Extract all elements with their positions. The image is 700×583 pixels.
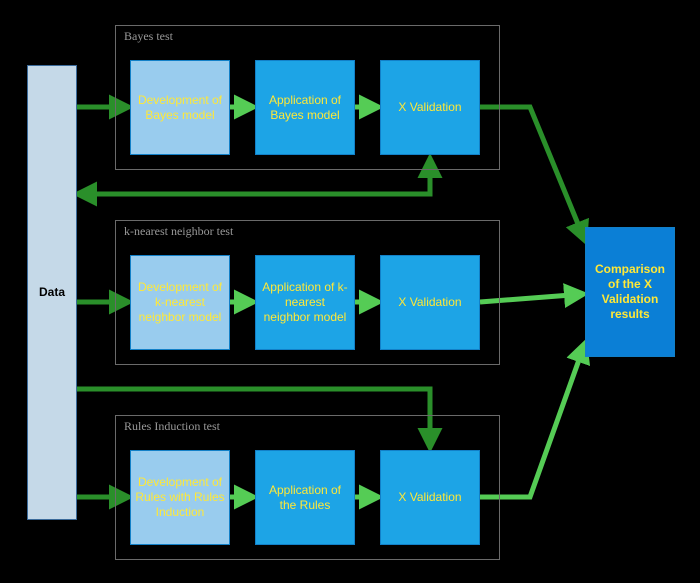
- comparison-box: Comparison of the X Validation results: [585, 227, 675, 357]
- rules-dev-node: Development of Rules with Rules Inductio…: [130, 450, 230, 545]
- bayes-app-label: Application of Bayes model: [260, 93, 350, 123]
- rules-val-node: X Validation: [380, 450, 480, 545]
- rules-app-node: Application of the Rules: [255, 450, 355, 545]
- rules-app-label: Application of the Rules: [260, 483, 350, 513]
- bayes-dev-node: Development of Bayes model: [130, 60, 230, 155]
- rules-val-label: X Validation: [398, 490, 461, 505]
- data-source-box: Data: [27, 65, 77, 520]
- knn-val-node: X Validation: [380, 255, 480, 350]
- knn-dev-node: Development of k-nearest neighbor model: [130, 255, 230, 350]
- bayes-dev-label: Development of Bayes model: [135, 93, 225, 123]
- bayes-val-node: X Validation: [380, 60, 480, 155]
- bayes-app-node: Application of Bayes model: [255, 60, 355, 155]
- section-title: Bayes test: [124, 29, 173, 44]
- knn-dev-label: Development of k-nearest neighbor model: [135, 280, 225, 325]
- knn-val-label: X Validation: [398, 295, 461, 310]
- section-title: k-nearest neighbor test: [124, 224, 233, 239]
- bayes-val-label: X Validation: [398, 100, 461, 115]
- rules-dev-label: Development of Rules with Rules Inductio…: [135, 475, 225, 520]
- data-source-label: Data: [39, 285, 65, 300]
- knn-app-label: Application of k-nearest neighbor model: [260, 280, 350, 325]
- knn-app-node: Application of k-nearest neighbor model: [255, 255, 355, 350]
- section-title: Rules Induction test: [124, 419, 220, 434]
- comparison-label: Comparison of the X Validation results: [590, 262, 670, 322]
